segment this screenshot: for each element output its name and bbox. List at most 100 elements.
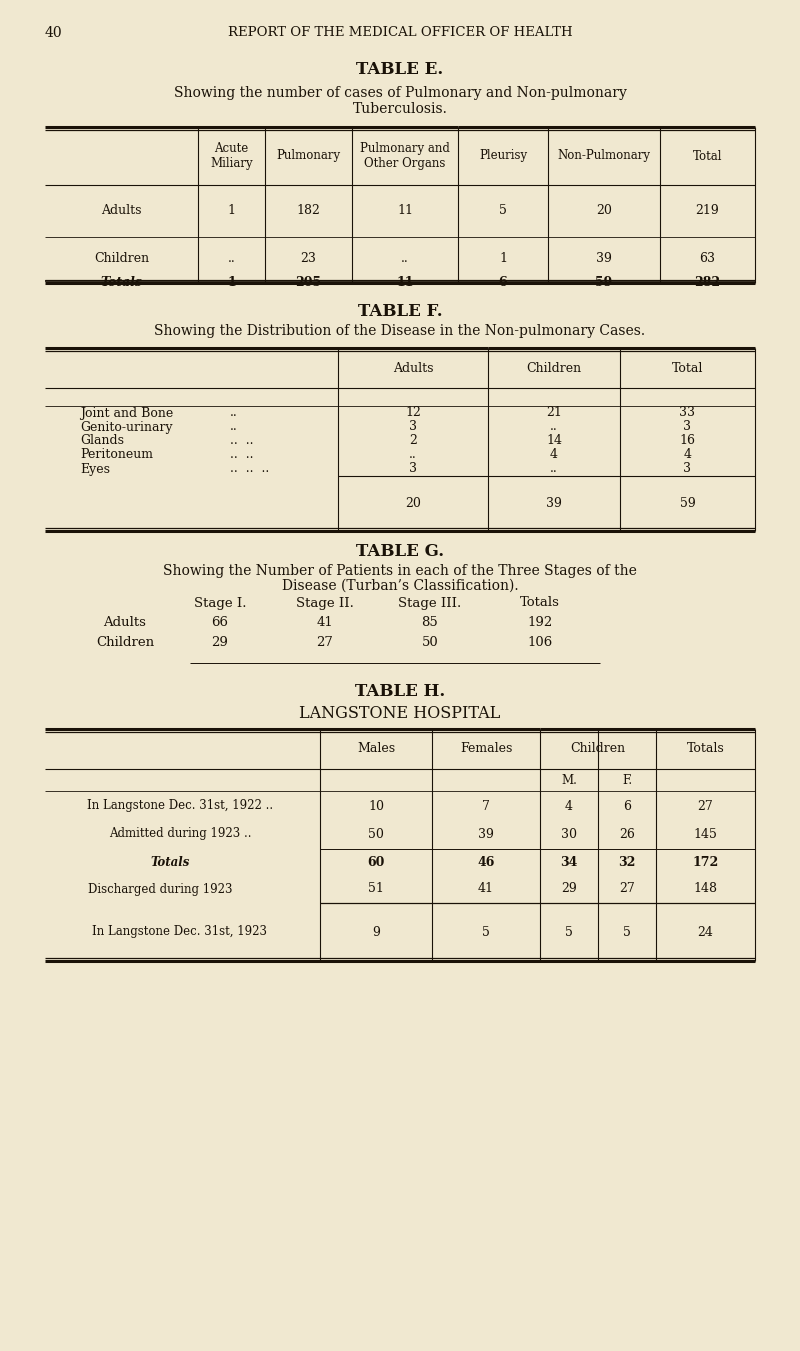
- Text: Pulmonary: Pulmonary: [277, 150, 341, 162]
- Text: 51: 51: [368, 882, 384, 896]
- Text: TABLE H.: TABLE H.: [355, 682, 445, 700]
- Text: ..  ..: .. ..: [230, 449, 254, 462]
- Text: ..: ..: [401, 253, 409, 266]
- Text: 6: 6: [623, 800, 631, 812]
- Text: LANGSTONE HOSPITAL: LANGSTONE HOSPITAL: [299, 704, 501, 721]
- Text: Total: Total: [693, 150, 722, 162]
- Text: Adults: Adults: [393, 362, 434, 374]
- Text: 11: 11: [396, 276, 414, 289]
- Text: ..: ..: [230, 407, 238, 420]
- Text: Discharged during 1923: Discharged during 1923: [88, 882, 232, 896]
- Text: In Langstone Dec. 31st, 1923: In Langstone Dec. 31st, 1923: [93, 925, 267, 939]
- Text: 1: 1: [227, 276, 236, 289]
- Text: ..: ..: [550, 420, 558, 434]
- Text: ..: ..: [228, 253, 235, 266]
- Text: Glands: Glands: [80, 435, 124, 447]
- Text: F.: F.: [622, 774, 632, 786]
- Text: 205: 205: [295, 276, 322, 289]
- Text: 66: 66: [211, 616, 229, 630]
- Text: 27: 27: [317, 636, 334, 650]
- Text: Peritoneum: Peritoneum: [80, 449, 153, 462]
- Text: Tuberculosis.: Tuberculosis.: [353, 101, 447, 116]
- Text: 26: 26: [619, 828, 635, 840]
- Text: 23: 23: [301, 253, 317, 266]
- Text: 1: 1: [227, 204, 235, 218]
- Text: Stage III.: Stage III.: [398, 597, 462, 609]
- Text: 39: 39: [478, 828, 494, 840]
- Text: Total: Total: [672, 362, 703, 374]
- Text: TABLE F.: TABLE F.: [358, 303, 442, 319]
- Text: 5: 5: [499, 204, 507, 218]
- Text: 29: 29: [561, 882, 577, 896]
- Text: 106: 106: [527, 636, 553, 650]
- Text: 41: 41: [478, 882, 494, 896]
- Text: Adults: Adults: [102, 204, 142, 218]
- Text: ..: ..: [550, 462, 558, 476]
- Text: Genito-urinary: Genito-urinary: [80, 420, 173, 434]
- Text: Showing the Number of Patients in each of the Three Stages of the: Showing the Number of Patients in each o…: [163, 563, 637, 578]
- Text: M.: M.: [561, 774, 577, 786]
- Text: 50: 50: [368, 828, 384, 840]
- Text: Adults: Adults: [103, 616, 146, 630]
- Text: 192: 192: [527, 616, 553, 630]
- Text: 39: 39: [546, 497, 562, 509]
- Text: 27: 27: [619, 882, 635, 896]
- Text: Eyes: Eyes: [80, 462, 110, 476]
- Text: Males: Males: [357, 743, 395, 755]
- Text: 4: 4: [683, 449, 691, 462]
- Text: 60: 60: [367, 857, 385, 870]
- Text: 46: 46: [478, 857, 494, 870]
- Text: 6: 6: [498, 276, 507, 289]
- Text: Showing the Distribution of the Disease in the Non-pulmonary Cases.: Showing the Distribution of the Disease …: [154, 324, 646, 338]
- Text: 9: 9: [372, 925, 380, 939]
- Text: 29: 29: [211, 636, 229, 650]
- Text: 27: 27: [698, 800, 714, 812]
- Text: ..  ..: .. ..: [230, 435, 254, 447]
- Text: 41: 41: [317, 616, 334, 630]
- Text: 21: 21: [546, 407, 562, 420]
- Text: 5: 5: [623, 925, 631, 939]
- Text: Admitted during 1923 ..: Admitted during 1923 ..: [109, 828, 251, 840]
- Text: Non-Pulmonary: Non-Pulmonary: [558, 150, 650, 162]
- Text: 59: 59: [595, 276, 613, 289]
- Text: Stage I.: Stage I.: [194, 597, 246, 609]
- Text: 7: 7: [482, 800, 490, 812]
- Text: 5: 5: [565, 925, 573, 939]
- Text: Totals: Totals: [520, 597, 560, 609]
- Text: ..: ..: [230, 420, 238, 434]
- Text: 16: 16: [679, 435, 695, 447]
- Text: 85: 85: [422, 616, 438, 630]
- Text: Children: Children: [526, 362, 582, 374]
- Text: TABLE E.: TABLE E.: [356, 62, 444, 78]
- Text: Stage II.: Stage II.: [296, 597, 354, 609]
- Text: 4: 4: [550, 449, 558, 462]
- Text: 3: 3: [409, 462, 417, 476]
- Text: 30: 30: [561, 828, 577, 840]
- Text: 40: 40: [45, 26, 62, 41]
- Text: Totals: Totals: [101, 276, 142, 289]
- Text: 172: 172: [692, 857, 718, 870]
- Text: 1: 1: [499, 253, 507, 266]
- Text: In Langstone Dec. 31st, 1922 ..: In Langstone Dec. 31st, 1922 ..: [87, 800, 273, 812]
- Text: 145: 145: [694, 828, 718, 840]
- Text: Children: Children: [94, 253, 149, 266]
- Text: 20: 20: [596, 204, 612, 218]
- Text: Children: Children: [570, 743, 626, 755]
- Text: 3: 3: [683, 462, 691, 476]
- Text: 219: 219: [696, 204, 719, 218]
- Text: 10: 10: [368, 800, 384, 812]
- Text: 20: 20: [405, 497, 421, 509]
- Text: Totals: Totals: [150, 857, 190, 870]
- Text: Totals: Totals: [686, 743, 724, 755]
- Text: 3: 3: [409, 420, 417, 434]
- Text: 2: 2: [409, 435, 417, 447]
- Text: 282: 282: [694, 276, 721, 289]
- Text: 24: 24: [698, 925, 714, 939]
- Text: Pulmonary and
Other Organs: Pulmonary and Other Organs: [360, 142, 450, 170]
- Text: 182: 182: [297, 204, 321, 218]
- Text: 4: 4: [565, 800, 573, 812]
- Text: ..  ..  ..: .. .. ..: [230, 462, 270, 476]
- Text: 11: 11: [397, 204, 413, 218]
- Text: 33: 33: [679, 407, 695, 420]
- Text: Joint and Bone: Joint and Bone: [80, 407, 174, 420]
